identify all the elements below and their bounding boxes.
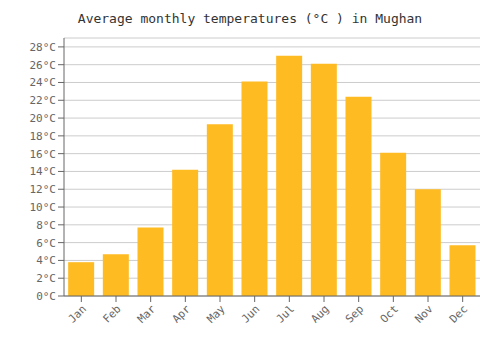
svg-text:8°C: 8°C xyxy=(36,219,56,232)
svg-text:Mar: Mar xyxy=(135,302,159,326)
svg-text:Sep: Sep xyxy=(343,302,366,325)
svg-text:Oct: Oct xyxy=(378,302,401,325)
svg-text:10°C: 10°C xyxy=(30,201,57,214)
svg-text:18°C: 18°C xyxy=(30,130,57,143)
html-text:Average monthly temperatures (: Average monthly temperatures (°C ) in Mu… xyxy=(77,11,423,26)
svg-text:0°C: 0°C xyxy=(36,290,56,303)
svg-text:Feb: Feb xyxy=(100,302,123,325)
svg-text:22°C: 22°C xyxy=(30,94,57,107)
svg-text:4°C: 4°C xyxy=(36,254,56,267)
svg-text:28°C: 28°C xyxy=(30,41,57,54)
svg-text:2°C: 2°C xyxy=(36,272,56,285)
svg-text:Jan: Jan xyxy=(66,302,89,325)
svg-text:16°C: 16°C xyxy=(30,148,57,161)
svg-text:20°C: 20°C xyxy=(30,112,57,125)
svg-text:Dec: Dec xyxy=(447,302,470,325)
svg-text:24°C: 24°C xyxy=(30,76,57,89)
svg-text:14°C: 14°C xyxy=(30,165,57,178)
svg-text:Aug: Aug xyxy=(308,302,331,325)
svg-text:6°C: 6°C xyxy=(36,237,56,250)
svg-text:May: May xyxy=(204,302,228,326)
svg-text:26°C: 26°C xyxy=(30,59,57,72)
svg-text:Jun: Jun xyxy=(239,302,262,325)
svg-text:12°C: 12°C xyxy=(30,183,57,196)
svg-text:Apr: Apr xyxy=(170,302,194,326)
svg-text:Jul: Jul xyxy=(274,302,297,325)
svg-text:Nov: Nov xyxy=(412,302,436,326)
